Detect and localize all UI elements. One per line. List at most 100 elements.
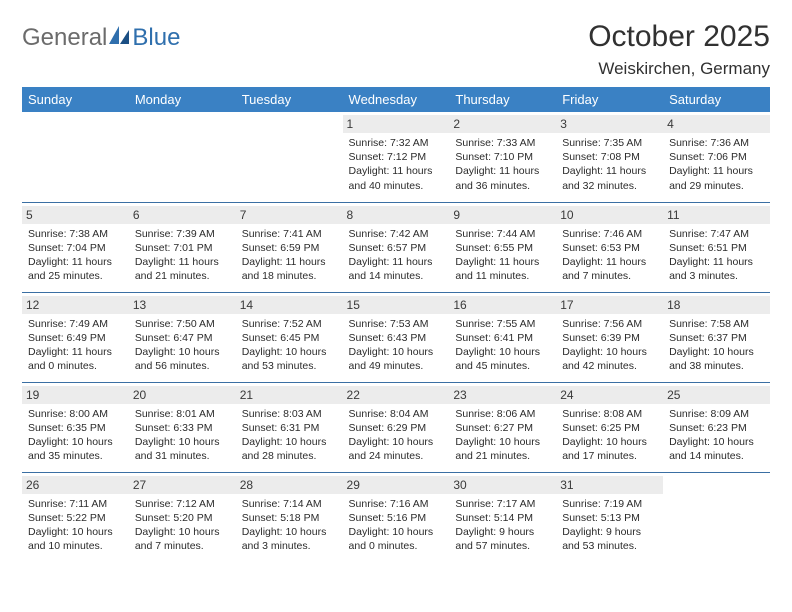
daylight-line: Daylight: 10 hours and 17 minutes. [562, 435, 657, 463]
calendar-cell [663, 472, 770, 562]
day-number: 25 [663, 386, 770, 404]
sunset-line: Sunset: 6:47 PM [135, 331, 230, 345]
day-details: Sunrise: 7:11 AMSunset: 5:22 PMDaylight:… [28, 497, 123, 554]
sunset-line: Sunset: 6:31 PM [242, 421, 337, 435]
day-number: 6 [129, 206, 236, 224]
daylight-line: Daylight: 10 hours and 35 minutes. [28, 435, 123, 463]
day-details: Sunrise: 7:47 AMSunset: 6:51 PMDaylight:… [669, 227, 764, 284]
calendar-cell: 9Sunrise: 7:44 AMSunset: 6:55 PMDaylight… [449, 202, 556, 292]
calendar-cell: 12Sunrise: 7:49 AMSunset: 6:49 PMDayligh… [22, 292, 129, 382]
sunrise-line: Sunrise: 7:50 AM [135, 317, 230, 331]
daylight-line: Daylight: 11 hours and 11 minutes. [455, 255, 550, 283]
day-details: Sunrise: 7:12 AMSunset: 5:20 PMDaylight:… [135, 497, 230, 554]
sunrise-line: Sunrise: 7:19 AM [562, 497, 657, 511]
day-number: 3 [556, 115, 663, 133]
day-number: 19 [22, 386, 129, 404]
day-number: 9 [449, 206, 556, 224]
daylight-line: Daylight: 11 hours and 14 minutes. [349, 255, 444, 283]
day-number: 1 [343, 115, 450, 133]
day-details: Sunrise: 7:32 AMSunset: 7:12 PMDaylight:… [349, 136, 444, 193]
daylight-line: Daylight: 10 hours and 10 minutes. [28, 525, 123, 553]
daylight-line: Daylight: 11 hours and 18 minutes. [242, 255, 337, 283]
calendar-cell: 21Sunrise: 8:03 AMSunset: 6:31 PMDayligh… [236, 382, 343, 472]
day-header: Saturday [663, 87, 770, 112]
day-number: 12 [22, 296, 129, 314]
sunrise-line: Sunrise: 7:12 AM [135, 497, 230, 511]
sunrise-line: Sunrise: 7:58 AM [669, 317, 764, 331]
daylight-line: Daylight: 11 hours and 7 minutes. [562, 255, 657, 283]
calendar-cell: 2Sunrise: 7:33 AMSunset: 7:10 PMDaylight… [449, 112, 556, 202]
sunrise-line: Sunrise: 7:16 AM [349, 497, 444, 511]
daylight-line: Daylight: 10 hours and 0 minutes. [349, 525, 444, 553]
day-number: 7 [236, 206, 343, 224]
day-number: 24 [556, 386, 663, 404]
sunrise-line: Sunrise: 7:14 AM [242, 497, 337, 511]
day-number: 18 [663, 296, 770, 314]
sunrise-line: Sunrise: 7:39 AM [135, 227, 230, 241]
calendar-cell: 18Sunrise: 7:58 AMSunset: 6:37 PMDayligh… [663, 292, 770, 382]
sunrise-line: Sunrise: 7:41 AM [242, 227, 337, 241]
daylight-line: Daylight: 10 hours and 21 minutes. [455, 435, 550, 463]
day-details: Sunrise: 8:04 AMSunset: 6:29 PMDaylight:… [349, 407, 444, 464]
daylight-line: Daylight: 10 hours and 42 minutes. [562, 345, 657, 373]
daylight-line: Daylight: 11 hours and 3 minutes. [669, 255, 764, 283]
day-details: Sunrise: 7:52 AMSunset: 6:45 PMDaylight:… [242, 317, 337, 374]
day-number: 10 [556, 206, 663, 224]
calendar-cell: 26 Sunrise: 7:11 AMSunset: 5:22 PMDayligh… [22, 472, 129, 562]
location-label: Weiskirchen, Germany [588, 59, 770, 79]
sunset-line: Sunset: 6:27 PM [455, 421, 550, 435]
calendar-cell: 25 Sunrise: 8:09 AMSunset: 6:23 PMDayligh… [663, 382, 770, 472]
day-number: 13 [129, 296, 236, 314]
day-number: 23 [449, 386, 556, 404]
day-number: 8 [343, 206, 450, 224]
day-details: Sunrise: 7:50 AMSunset: 6:47 PMDaylight:… [135, 317, 230, 374]
day-details: Sunrise: 7:46 AMSunset: 6:53 PMDaylight:… [562, 227, 657, 284]
calendar-cell [236, 112, 343, 202]
calendar-cell: 4Sunrise: 7:36 AMSunset: 7:06 PMDaylight… [663, 112, 770, 202]
day-number: 31 [556, 476, 663, 494]
calendar-row: 19Sunrise: 8:00 AMSunset: 6:35 PMDayligh… [22, 382, 770, 472]
sunset-line: Sunset: 6:23 PM [669, 421, 764, 435]
day-number: 11 [663, 206, 770, 224]
sunset-line: Sunset: 5:14 PM [455, 511, 550, 525]
calendar-cell: 10 Sunrise: 7:46 AMSunset: 6:53 PMDayligh… [556, 202, 663, 292]
calendar-cell: 30Sunrise: 7:17 AMSunset: 5:14 PMDayligh… [449, 472, 556, 562]
sunset-line: Sunset: 7:01 PM [135, 241, 230, 255]
day-number: 17 [556, 296, 663, 314]
sunset-line: Sunset: 5:18 PM [242, 511, 337, 525]
sunrise-line: Sunrise: 7:53 AM [349, 317, 444, 331]
sunset-line: Sunset: 6:39 PM [562, 331, 657, 345]
daylight-line: Daylight: 11 hours and 40 minutes. [349, 164, 444, 192]
sunrise-line: Sunrise: 7:36 AM [669, 136, 764, 150]
day-details: Sunrise: 7:17 AMSunset: 5:14 PMDaylight:… [455, 497, 550, 554]
calendar-cell: 29Sunrise: 7:16 AMSunset: 5:16 PMDayligh… [343, 472, 450, 562]
calendar-cell: 20Sunrise: 8:01 AMSunset: 6:33 PMDayligh… [129, 382, 236, 472]
sunset-line: Sunset: 6:29 PM [349, 421, 444, 435]
calendar-cell: 11 Sunrise: 7:47 AMSunset: 6:51 PMDayligh… [663, 202, 770, 292]
day-number: 26 [22, 476, 129, 494]
daylight-line: Daylight: 11 hours and 21 minutes. [135, 255, 230, 283]
daylight-line: Daylight: 10 hours and 31 minutes. [135, 435, 230, 463]
day-details: Sunrise: 8:09 AMSunset: 6:23 PMDaylight:… [669, 407, 764, 464]
daylight-line: Daylight: 10 hours and 49 minutes. [349, 345, 444, 373]
calendar-cell: 8Sunrise: 7:42 AMSunset: 6:57 PMDaylight… [343, 202, 450, 292]
sunset-line: Sunset: 6:59 PM [242, 241, 337, 255]
sunrise-line: Sunrise: 7:32 AM [349, 136, 444, 150]
day-details: Sunrise: 7:35 AMSunset: 7:08 PMDaylight:… [562, 136, 657, 193]
sunset-line: Sunset: 7:12 PM [349, 150, 444, 164]
brand-sail-icon [109, 26, 131, 51]
day-header: Wednesday [343, 87, 450, 112]
sunrise-line: Sunrise: 7:11 AM [28, 497, 123, 511]
daylight-line: Daylight: 10 hours and 14 minutes. [669, 435, 764, 463]
daylight-line: Daylight: 10 hours and 7 minutes. [135, 525, 230, 553]
sunset-line: Sunset: 7:04 PM [28, 241, 123, 255]
day-header: Tuesday [236, 87, 343, 112]
calendar-cell: 15Sunrise: 7:53 AMSunset: 6:43 PMDayligh… [343, 292, 450, 382]
sunset-line: Sunset: 6:45 PM [242, 331, 337, 345]
sunrise-line: Sunrise: 8:01 AM [135, 407, 230, 421]
day-details: Sunrise: 7:16 AMSunset: 5:16 PMDaylight:… [349, 497, 444, 554]
brand-part2: Blue [132, 24, 180, 52]
calendar-cell: 22Sunrise: 8:04 AMSunset: 6:29 PMDayligh… [343, 382, 450, 472]
header: General Blue October 2025 Weiskirchen, G… [22, 20, 770, 79]
sunrise-line: Sunrise: 7:38 AM [28, 227, 123, 241]
